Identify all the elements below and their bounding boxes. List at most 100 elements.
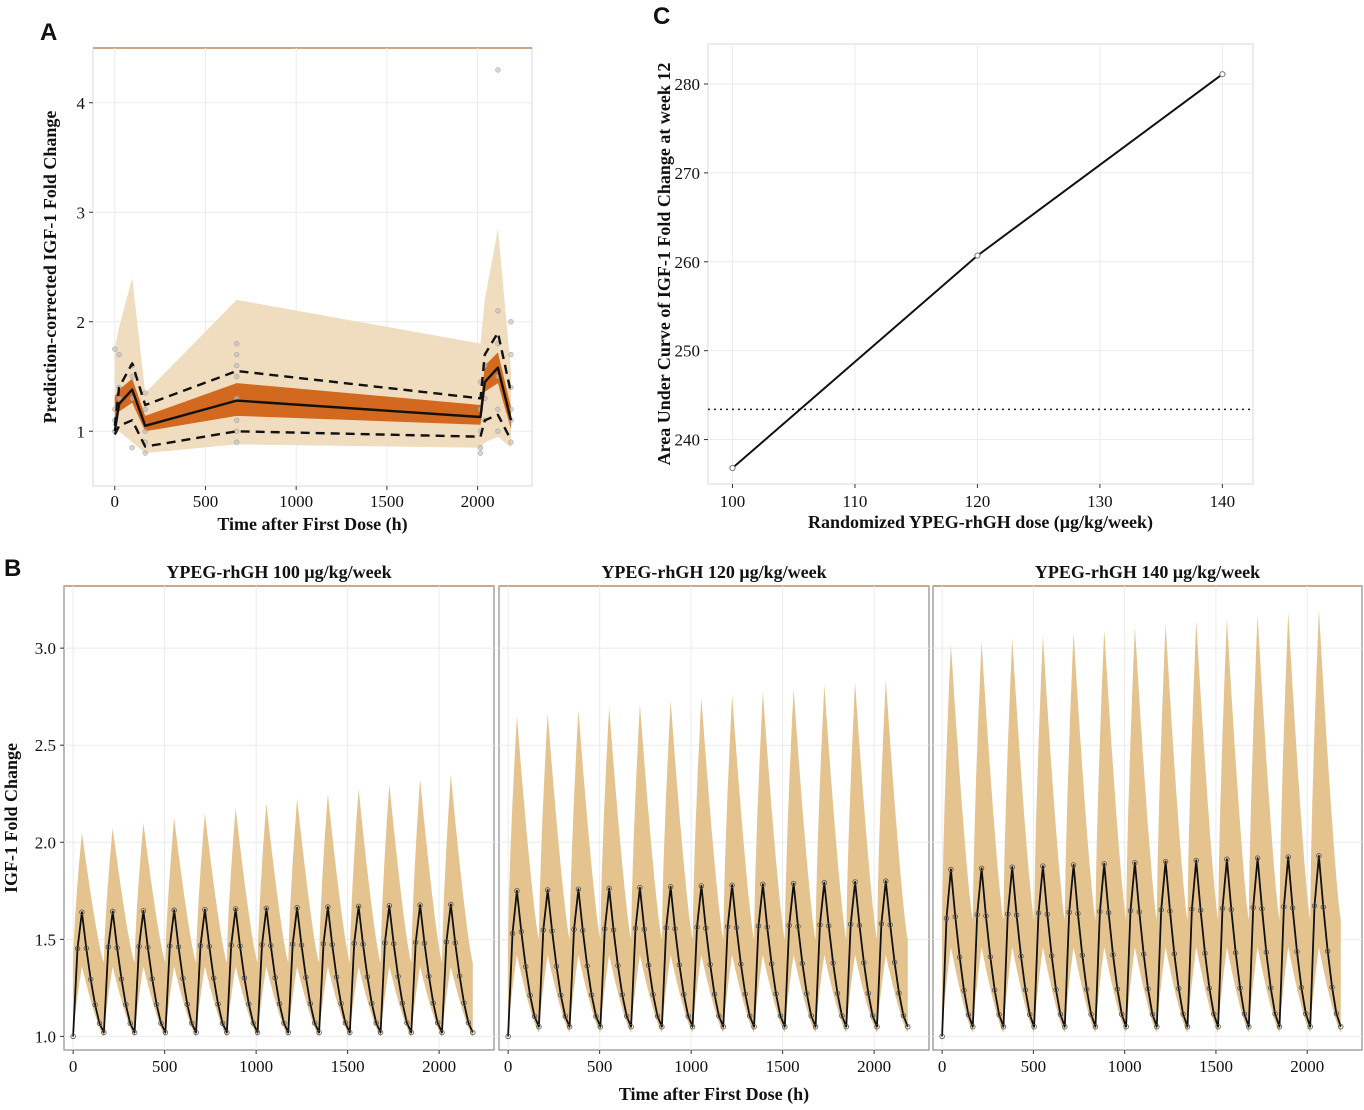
median-point <box>856 922 863 929</box>
x-tick-label: 0 <box>938 1057 947 1076</box>
median-point <box>272 974 278 981</box>
median-point <box>562 1013 568 1019</box>
median-point <box>1018 953 1024 959</box>
median-point <box>193 1029 199 1036</box>
median-point <box>1048 953 1055 959</box>
median-point <box>847 921 854 928</box>
median-point <box>404 1020 410 1026</box>
median-point <box>685 1013 691 1019</box>
median-point <box>430 1000 436 1006</box>
observation-point <box>508 439 514 445</box>
median-point <box>395 973 401 980</box>
median-point <box>1044 911 1050 917</box>
panel-a: A 0 500 1000 1500 2000 1 2 3 4 Time after First Do… <box>40 19 533 535</box>
median-point <box>1031 1024 1037 1030</box>
median-point <box>219 1020 226 1026</box>
median-point <box>1127 908 1134 914</box>
x-tick-label: 100 <box>720 492 746 511</box>
median-point <box>1272 1011 1278 1017</box>
y-tick-label: 270 <box>675 164 701 183</box>
median-point <box>118 976 125 982</box>
median-point <box>689 1024 696 1030</box>
median-point <box>1206 985 1213 992</box>
median-point <box>883 878 889 884</box>
median-point <box>1303 1011 1309 1017</box>
median-point <box>1254 855 1261 861</box>
median-point <box>140 908 147 914</box>
observation-point <box>234 428 240 434</box>
median-point <box>602 926 608 932</box>
median-point <box>663 925 669 931</box>
median-point <box>136 943 142 950</box>
median-point <box>70 1033 76 1040</box>
median-point <box>948 866 954 873</box>
median-point <box>707 961 713 968</box>
median-point <box>804 990 810 997</box>
median-point <box>210 975 217 981</box>
observation-point <box>477 450 484 456</box>
median-point <box>1022 987 1029 993</box>
median-point <box>869 1012 876 1019</box>
median-point <box>1219 905 1226 911</box>
median-point <box>536 1024 542 1030</box>
median-point <box>839 1013 845 1019</box>
median-point <box>1289 905 1296 911</box>
median-point <box>399 1000 406 1006</box>
median-point <box>733 924 740 931</box>
median-point <box>320 941 327 947</box>
observation-point <box>142 428 148 434</box>
median-point <box>439 1029 445 1036</box>
median-point <box>1202 950 1208 956</box>
median-point <box>729 882 735 888</box>
median-point <box>224 1029 230 1036</box>
median-point <box>540 927 546 933</box>
median-point <box>544 887 551 893</box>
median-point <box>549 928 555 934</box>
median-point <box>197 942 204 949</box>
median-point <box>311 1020 318 1026</box>
median-point <box>158 1020 164 1026</box>
median-point <box>970 1024 976 1030</box>
median-point <box>531 1013 538 1020</box>
median-point <box>523 963 529 970</box>
median-point <box>817 922 823 928</box>
median-point <box>1189 906 1195 912</box>
y-tick-label: 3.0 <box>35 639 56 658</box>
median-point <box>575 886 582 892</box>
median-point <box>1154 1024 1160 1030</box>
median-line <box>113 366 513 432</box>
median-point <box>426 973 432 979</box>
median-point <box>316 1029 322 1036</box>
median-point <box>105 944 111 950</box>
median-point <box>996 1011 1002 1018</box>
median-point <box>1180 1011 1186 1017</box>
observation-point <box>116 351 122 358</box>
median-point <box>92 1002 98 1008</box>
median-point <box>742 991 748 997</box>
median-point <box>290 941 296 947</box>
median-point <box>593 1013 599 1019</box>
observation-point <box>142 390 148 396</box>
median-point <box>1193 857 1199 864</box>
median-point <box>74 945 81 952</box>
median-point <box>795 923 801 930</box>
panel-b-letter: B <box>4 555 21 582</box>
median-point <box>421 940 428 947</box>
observation-point <box>234 417 240 423</box>
x-tick-label: 1500 <box>766 1057 800 1076</box>
median-point <box>558 992 564 998</box>
median-point <box>1097 908 1103 915</box>
median-point <box>650 991 656 998</box>
median-point <box>1320 904 1326 910</box>
median-point <box>1040 863 1046 869</box>
median-point <box>101 1029 107 1036</box>
median-point <box>250 1020 256 1026</box>
median-point <box>1119 1011 1125 1017</box>
facet-140: YPEG-rhGH 140 μg/kg/week 0 500 1000 1500 2000 <box>932 562 1363 1076</box>
x-tick-label: 2000 <box>857 1057 891 1076</box>
median-point <box>676 962 683 968</box>
observation-point <box>495 67 501 73</box>
facet-title: YPEG-rhGH 140 μg/kg/week <box>1035 562 1260 582</box>
median-point <box>943 915 950 922</box>
median-point <box>667 884 674 890</box>
